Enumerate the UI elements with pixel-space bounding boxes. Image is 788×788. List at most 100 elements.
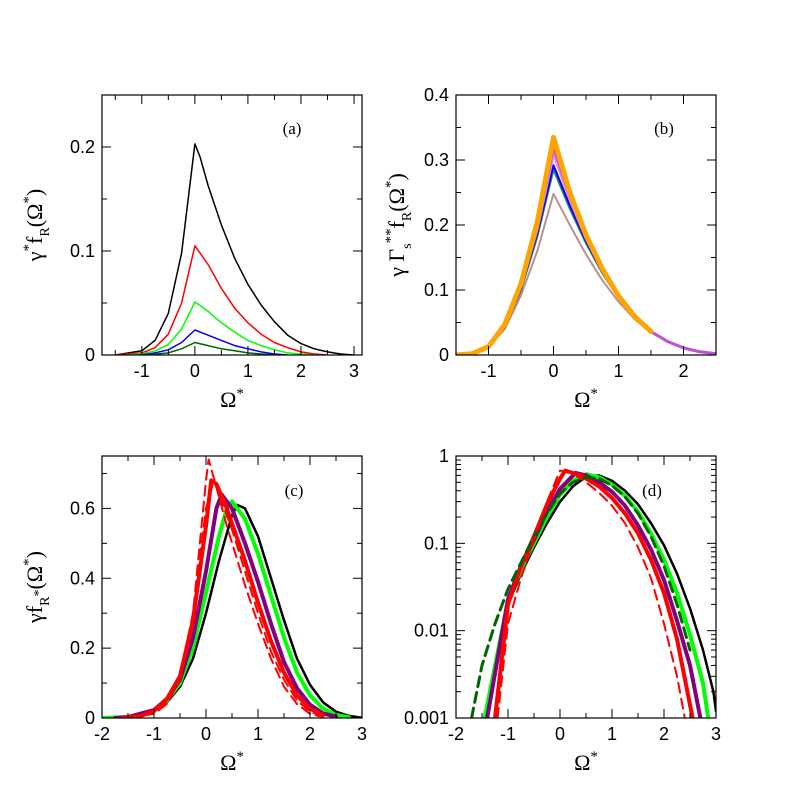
y-axis-title: γfR*(Ω*) [21,551,53,624]
series-line-3 [485,470,703,718]
y-title-end: ) [384,173,409,180]
x-tick-label: 2 [296,361,306,381]
x-tick-label: 0 [190,361,200,381]
x-axis-base: Ω [574,750,590,775]
x-tick-label: -1 [146,724,162,744]
y-title-sup1: * [21,244,37,252]
panel-b: -1 0 1 200.10.20.30.4(b)Ω*γ Γs**fR(Ω*) [383,85,717,412]
y-tick-label: 0.2 [70,137,95,157]
series-line-2 [456,168,652,355]
series-line-6 [496,469,686,718]
y-title-sub: R [38,227,53,237]
y-title-pre: γ [22,251,47,262]
x-tick-label: 0 [548,361,558,381]
y-tick-label: 0.001 [404,708,449,728]
x-tick-label: 2 [659,724,669,744]
panel-tag: (c) [285,481,304,500]
x-axis-title: Ω* [220,386,244,412]
y-title-sub: R [38,596,53,606]
x-tick-label: 1 [253,724,263,744]
x-tick-label: 1 [243,361,253,381]
y-tick-label: 0 [85,708,95,728]
x-axis-sup: * [590,749,598,765]
series-line-5 [127,458,324,718]
panel-tag: (a) [283,119,302,138]
y-title-end: ) [22,551,47,558]
x-axis-sup: * [236,386,244,402]
panel-tag: (d) [642,481,662,500]
y-tick-label: 0.4 [424,85,449,105]
panel-a: -1 0 1 2 300.10.2(a)Ω*γ*fR(Ω*) [21,94,363,412]
y-title-sup1: * [383,236,399,244]
x-axis-base: Ω [574,387,590,412]
series-line-1 [456,192,652,355]
plot-frame [101,94,363,356]
series-line-1 [102,503,362,718]
y-title-pre: γ [22,613,47,624]
y-tick-label: 0.4 [70,568,95,588]
y-title-sup1b: * [383,228,399,236]
x-tick-label: 1 [607,724,617,744]
panel-c: -2 -1 0 1 2 300.20.40.6(c)Ω*γfR*(Ω*) [21,455,367,775]
plot-frame [101,455,363,719]
y-title-sup2: * [383,181,399,189]
x-axis-title: Ω* [574,749,598,775]
y-axis-title: γ*fR(Ω*) [21,189,53,262]
x-axis-sup: * [236,749,244,765]
series-group-b [456,134,716,355]
x-axis-sup: * [590,386,598,402]
y-title-sup2: * [21,558,37,566]
y-title-pre: γ Γ [384,249,409,278]
y-title-sup2: * [21,196,37,204]
series-line-5 [146,341,276,355]
y-title-sub1: s [400,243,415,248]
x-tick-label: -2 [94,724,110,744]
series-group-d [470,468,716,718]
x-tick-label: 0 [201,724,211,744]
y-title-mid: f [384,220,409,228]
x-axis-title: Ω* [574,386,598,412]
series-group-c [102,458,362,718]
y-tick-label: 0.2 [424,215,449,235]
y-title-mid: f [22,605,47,613]
x-tick-label: 3 [711,724,721,744]
x-tick-label: -1 [134,361,150,381]
series-line-5 [470,475,692,718]
y-tick-label: 0 [439,345,449,365]
x-tick-label: 0 [555,724,565,744]
plot-frame [455,94,717,356]
x-axis-base: Ω [220,387,236,412]
series-line-5 [456,145,716,355]
y-tick-label: 0.6 [70,498,95,518]
x-tick-label: 1 [613,361,623,381]
y-title-end: ) [22,189,47,196]
series-line-1 [114,143,355,355]
panel-d: -2 -1 0 1 2 3 0.001 0.01 0.1 1 (d) Ω* [404,446,721,775]
y-title-sub: R [400,211,415,221]
y-title-subsup: * [32,590,47,597]
y-tick-label: 0.1 [424,533,449,553]
x-tick-label: 2 [305,724,315,744]
y-tick-label: 0 [85,345,95,365]
series-group-a [114,143,355,355]
y-tick-label: 0.2 [70,638,95,658]
series-line-4 [120,478,325,718]
x-tick-label: 3 [349,361,359,381]
series-line-3 [125,301,315,355]
y-axis-title: γ Γs**fR(Ω*) [383,173,415,278]
series-line-4 [141,329,289,355]
y-title-post: (Ω [22,566,47,590]
x-tick-label: 3 [357,724,367,744]
y-title-post: (Ω [384,188,409,212]
x-tick-label: -2 [448,724,464,744]
x-axis-title: Ω* [220,749,244,775]
x-tick-label: -1 [480,361,496,381]
series-line-4 [493,468,695,718]
x-tick-label: -1 [500,724,516,744]
series-line-1 [485,474,716,718]
y-tick-label: 0.1 [70,241,95,261]
x-tick-label: 2 [678,361,688,381]
series-line-6 [127,479,324,718]
series-line-2 [114,245,329,355]
